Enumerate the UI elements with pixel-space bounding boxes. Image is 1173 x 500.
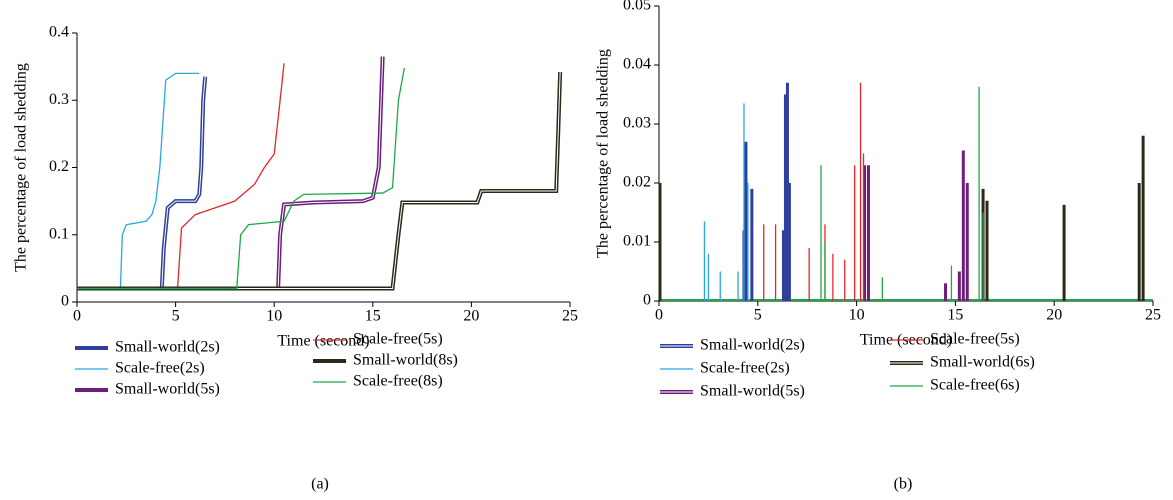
y-tick-label: 0 (643, 292, 651, 309)
y-axis-label: The percentage of load shedding (595, 49, 612, 258)
x-tick-label: 10 (849, 307, 865, 324)
legend-label: Small-world(6s) (930, 354, 1035, 371)
y-tick-label: 0.03 (623, 115, 651, 132)
x-tick-label: 25 (562, 308, 578, 325)
x-tick-label: 5 (754, 307, 762, 324)
series-line-inner (77, 56, 384, 290)
legend-label: Small-world(2s) (115, 339, 220, 356)
legend-label: Small-world(8s) (353, 352, 458, 369)
y-tick-label: 0.4 (49, 24, 69, 41)
legend-label: Scale-free(8s) (353, 373, 443, 390)
legend-label: Scale-free(6s) (930, 377, 1020, 394)
y-tick-label: 0.2 (49, 158, 69, 175)
legend-label: Scale-free(5s) (930, 331, 1020, 348)
x-tick-label: 20 (1046, 307, 1062, 324)
x-tick-label: 15 (365, 308, 381, 325)
y-tick-label: 0.02 (623, 174, 651, 191)
caption: (b) (894, 476, 913, 493)
x-tick-label: 0 (73, 308, 81, 325)
x-tick-label: 25 (1145, 307, 1161, 324)
series-line (77, 67, 405, 290)
caption: (a) (311, 476, 329, 493)
x-tick-label: 5 (172, 308, 180, 325)
x-axis-label: Time (second) (277, 333, 369, 350)
x-tick-label: 20 (463, 308, 479, 325)
y-tick-label: 0 (61, 293, 69, 310)
legend-label: Scale-free(2s) (700, 360, 790, 377)
x-tick-label: 0 (655, 307, 663, 324)
x-tick-label: 10 (266, 308, 282, 325)
x-tick-label: 15 (947, 307, 963, 324)
y-axis-label: The percentage of load shedding (13, 63, 30, 272)
series-line-inner (77, 76, 206, 290)
legend-label: Small-world(5s) (700, 383, 805, 400)
legend-label: Scale-free(5s) (353, 331, 443, 348)
legend-label: Small-world(2s) (700, 337, 805, 354)
y-tick-label: 0.3 (49, 91, 69, 108)
series-line (77, 72, 200, 290)
y-tick-label: 0.04 (623, 56, 651, 73)
y-tick-label: 0.1 (49, 225, 69, 242)
legend-label: Scale-free(2s) (115, 360, 205, 377)
legend-label: Small-world(5s) (115, 381, 220, 398)
series-line (77, 56, 385, 291)
y-tick-label: 0.05 (623, 0, 651, 14)
series-line (77, 76, 208, 291)
series-line-inner (77, 71, 561, 290)
series-line (77, 63, 285, 290)
series-line (77, 71, 563, 291)
y-tick-label: 0.01 (623, 233, 651, 250)
